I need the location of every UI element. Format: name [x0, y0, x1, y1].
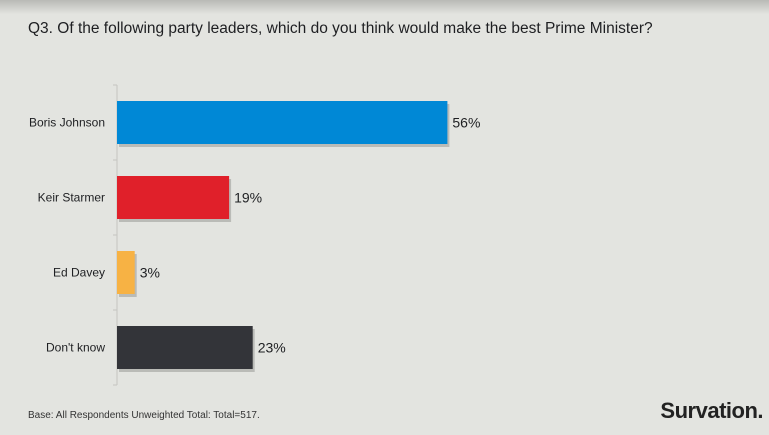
footnote: Base: All Respondents Unweighted Total: … [28, 410, 260, 421]
value-label: 19% [234, 190, 262, 206]
bar [117, 251, 135, 294]
chart-title: Q3. Of the following party leaders, whic… [28, 20, 653, 37]
top-shade [0, 0, 769, 14]
category-label: Don't know [46, 341, 105, 355]
bar [117, 101, 448, 144]
survation-logo: Survation. [660, 398, 763, 423]
value-label: 3% [140, 265, 160, 281]
value-label: 23% [258, 340, 286, 356]
category-label: Boris Johnson [29, 116, 105, 130]
category-label: Keir Starmer [38, 191, 105, 205]
bar [117, 326, 253, 369]
bar [117, 176, 230, 219]
value-label: 56% [452, 115, 480, 131]
category-label: Ed Davey [53, 266, 105, 280]
